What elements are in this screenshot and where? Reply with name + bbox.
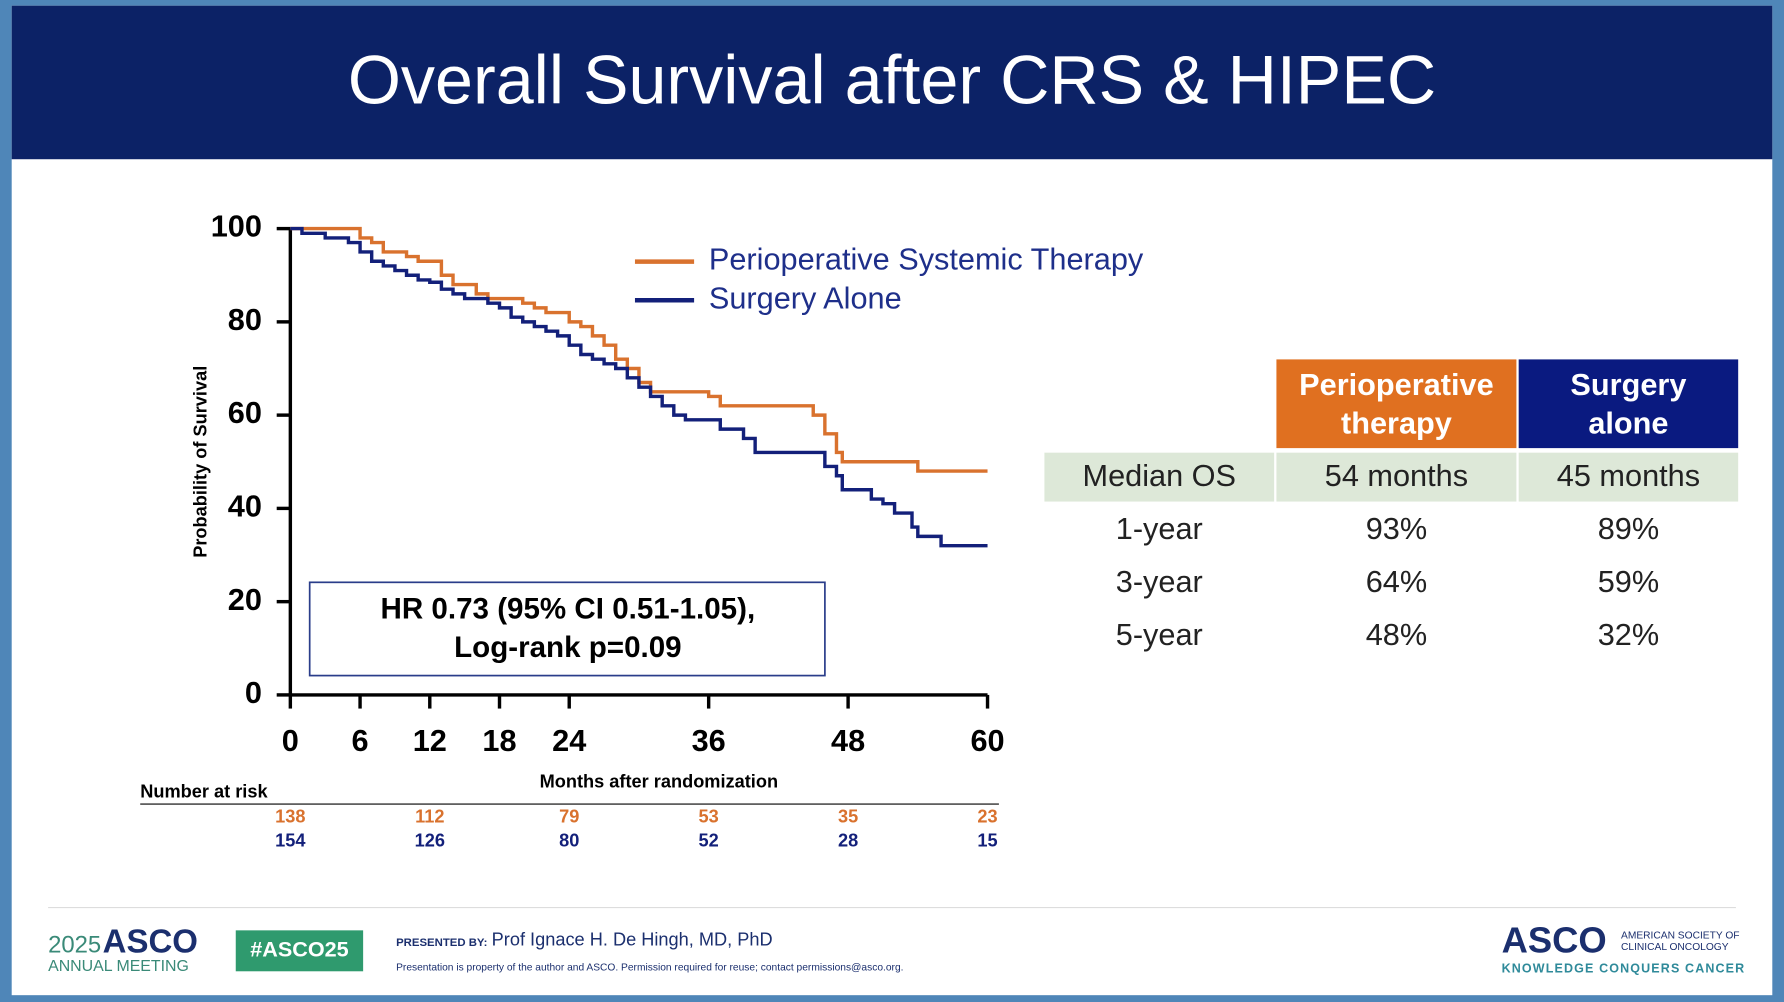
footer-meeting: ASCO: [103, 923, 198, 960]
asco-sub-1: AMERICAN SOCIETY OF: [1621, 931, 1739, 942]
risk-count: 35: [838, 807, 858, 827]
table-cell: 3-year: [1116, 564, 1203, 599]
table-row-band: [1518, 452, 1739, 502]
y-tick-label: 40: [228, 489, 262, 524]
asco-sub-2: CLINICAL ONCOLOGY: [1621, 942, 1729, 953]
risk-count: 79: [559, 807, 579, 827]
risk-count: 23: [977, 807, 997, 827]
legend-label: Surgery Alone: [709, 280, 902, 315]
table-cell: Median OS: [1083, 458, 1237, 493]
table-cell: 1-year: [1116, 511, 1203, 546]
footer-meeting-sub: ANNUAL MEETING: [48, 958, 189, 975]
hashtag: #ASCO25: [250, 937, 348, 962]
chart: 0 20 40 60 80 100 0 6 12 18 24 36 48 60 Months after r…: [140, 209, 1144, 851]
table-header-cell: [1276, 359, 1517, 449]
annotation-line: HR 0.73 (95% CI 0.51-1.05),: [381, 593, 756, 626]
header-bar: [11, 5, 1773, 160]
table-header-cell: [1518, 359, 1739, 449]
table-cell: 48%: [1366, 617, 1427, 652]
risk-count: 112: [415, 807, 444, 827]
table-header-text: therapy: [1341, 405, 1452, 440]
risk-count: 154: [275, 830, 306, 850]
asco-logo: ASCO: [1502, 919, 1607, 960]
table-cell: 64%: [1366, 564, 1427, 599]
presented-by-label: PRESENTED BY:: [396, 937, 487, 949]
table-cell: 89%: [1598, 511, 1659, 546]
x-tick-label: 6: [352, 723, 369, 758]
table-cell: 5-year: [1116, 617, 1203, 652]
table-cell: 45 months: [1557, 458, 1700, 493]
annotation-line: Log-rank p=0.09: [454, 631, 682, 664]
hashtag-box: [235, 930, 364, 972]
table-cell: 93%: [1366, 511, 1427, 546]
risk-count: 15: [977, 830, 997, 850]
risk-title: Number at risk: [140, 782, 268, 802]
x-tick-label: 12: [413, 723, 447, 758]
slide-title: Overall Survival after CRS & HIPEC: [348, 42, 1436, 118]
x-tick-label: 0: [282, 723, 299, 758]
risk-count: 138: [275, 807, 305, 827]
y-tick-label: 80: [228, 302, 262, 337]
table-header-text: Surgery: [1570, 367, 1686, 402]
annotation-box: [308, 581, 826, 677]
x-tick-label: 18: [482, 723, 516, 758]
y-axis-label: Probability of Survival: [190, 366, 210, 558]
table-cell: 59%: [1598, 564, 1659, 599]
risk-count: 28: [838, 830, 858, 850]
table-cell: 54 months: [1325, 458, 1468, 493]
table-row-band: [1276, 452, 1517, 502]
risk-count: 80: [559, 830, 579, 850]
y-tick-label: 100: [211, 209, 262, 244]
survival-curve: [290, 226, 988, 548]
tagline: KNOWLEDGE CONQUERS CANCER: [1502, 961, 1746, 975]
y-tick-label: 0: [245, 675, 262, 710]
footer-year: 2025: [48, 932, 101, 959]
survival-curve: [290, 226, 988, 473]
presenter: Prof Ignace H. De Hingh, MD, PhD: [492, 929, 773, 949]
x-tick-label: 24: [552, 723, 586, 758]
risk-count: 52: [699, 830, 719, 850]
legend-label: Perioperative Systemic Therapy: [709, 242, 1144, 277]
disclaimer: Presentation is property of the author a…: [396, 963, 903, 974]
x-axis-label: Months after randomization: [540, 771, 778, 791]
table-cell: 32%: [1598, 617, 1659, 652]
x-tick-label: 60: [970, 723, 1004, 758]
risk-count: 53: [699, 807, 719, 827]
table-row-band: [1044, 452, 1275, 502]
table-header-text: Perioperative: [1299, 367, 1493, 402]
table-header-text: alone: [1588, 405, 1668, 440]
y-tick-label: 60: [228, 395, 262, 430]
x-tick-label: 48: [831, 723, 865, 758]
risk-count: 126: [415, 830, 445, 850]
x-tick-label: 36: [692, 723, 726, 758]
y-tick-label: 20: [228, 582, 262, 617]
